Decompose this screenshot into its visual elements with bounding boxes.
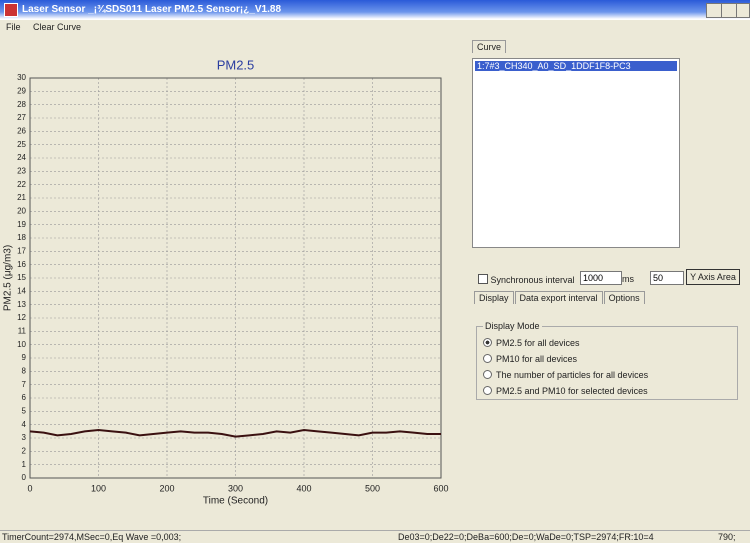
y-tick-label: 18 [17,233,26,242]
y-tick-label: 13 [17,300,26,309]
tab[interactable]: Options [603,291,645,304]
status-text: De03=0;De22=0;DeBa=600;De=0;WaDe=0;TSP=2… [398,532,654,542]
status-text: 790; [718,532,736,542]
area-input[interactable] [650,271,684,285]
curve-tab[interactable]: Curve [472,40,507,53]
y-tick-label: 25 [17,140,26,149]
y-tick-label: 28 [17,100,26,109]
status-bar: TimerCount=2974,MSec=0,Eq Wave =0,003; D… [0,530,750,543]
display-mode-group: Display Mode PM2.5 for all devices PM10 … [476,321,738,400]
right-panel: Curve 1:7#3_CH340_A0_SD_1DDF1F8-PC3 Sync… [472,40,740,528]
y-tick-label: 8 [22,366,27,375]
y-tick-label: 27 [17,113,26,122]
group-title: Display Mode [483,321,542,331]
y-tick-label: 20 [17,206,26,215]
data-line [29,428,441,438]
chart-title: PM2.5 [217,57,255,72]
y-tick-label: 2 [22,446,27,455]
y-tick-label: 4 [22,420,27,429]
option-list: PM2.5 for all devices PM10 for all devic… [483,335,648,399]
restore-button[interactable] [721,3,737,18]
option-label: PM10 for all devices [496,354,578,364]
radio-option[interactable]: PM2.5 for all devices [483,335,648,351]
y-tick-label: 15 [17,273,26,282]
minimize-button[interactable] [706,3,722,18]
checkbox[interactable] [478,274,488,284]
menu-bar: File Clear Curve [0,22,81,36]
y-tick-label: 9 [22,353,27,362]
x-tick-label: 500 [365,483,380,493]
radio-option[interactable]: PM10 for all devices [483,351,648,367]
y-tick-label: 19 [17,220,26,229]
tab[interactable]: Display [474,291,514,304]
x-tick-label: 400 [296,483,311,493]
y-tick-label: 11 [18,326,27,335]
option-label: PM2.5 for all devices [496,338,580,348]
y-tick-label: 29 [17,86,26,95]
y-tick-label: 1 [22,460,27,469]
x-tick-label: 300 [228,483,243,493]
y-tick-label: 14 [17,286,26,295]
status-text: TimerCount=2974,MSec=0,Eq Wave =0,003; [2,532,182,542]
y-tick-label: 24 [17,153,26,162]
app-icon [4,3,18,17]
menu-item[interactable]: File [6,22,21,32]
close-button[interactable] [736,3,750,18]
x-tick-label: 0 [27,483,32,493]
menu-item[interactable]: Clear Curve [33,22,82,32]
y-tick-label: 0 [22,473,27,482]
y-tick-label: 16 [17,260,26,269]
chart: PM2.501234567891011121314151617181920212… [3,57,449,507]
y-axis-label: PM2.5 (μg/m3) [3,245,14,311]
y-tick-label: 12 [17,313,26,322]
y-tick-label: 30 [17,73,26,82]
x-tick-label: 600 [433,483,448,493]
plot-frame [29,77,442,479]
sync-row: Synchronous interval [478,274,575,285]
y-tick-label: 10 [17,340,26,349]
x-tick-label: 200 [159,483,174,493]
curve-list: 1:7#3_CH340_A0_SD_1DDF1F8-PC3 [472,58,680,248]
tab[interactable]: Data export interval [514,291,603,304]
y-tick-label: 5 [22,406,27,415]
x-tick-label: 100 [91,483,106,493]
option-label: The number of particles for all devices [496,370,649,380]
radio-option[interactable]: PM2.5 and PM10 for selected devices [483,383,648,399]
y-tick-label: 3 [22,433,27,442]
y-tick-label: 26 [17,126,26,135]
interval-unit: ms [622,274,634,284]
y-tick-label: 6 [22,393,27,402]
y-axis-area-button[interactable]: Y Axis Area [686,269,740,285]
y-tick-label: 23 [17,166,26,175]
y-tick-label: 22 [17,180,26,189]
sync-label: Synchronous interval [490,275,575,285]
y-tick-label: 7 [22,380,27,389]
radio-option[interactable]: The number of particles for all devices [483,367,648,383]
interval-input[interactable] [580,271,622,285]
y-tick-label: 17 [17,246,26,255]
y-tick-label: 21 [17,193,26,202]
window-title: Laser Sensor _¡¾SDS011 Laser PM2.5 Senso… [22,4,282,15]
title-bar: Laser Sensor _¡¾SDS011 Laser PM2.5 Senso… [0,0,750,20]
option-label: PM2.5 and PM10 for selected devices [496,386,648,396]
list-item[interactable]: 1:7#3_CH340_A0_SD_1DDF1F8-PC3 [475,61,677,71]
x-axis-label: Time (Second) [203,496,268,507]
tab-strip: Display Data export interval Options [474,291,646,304]
